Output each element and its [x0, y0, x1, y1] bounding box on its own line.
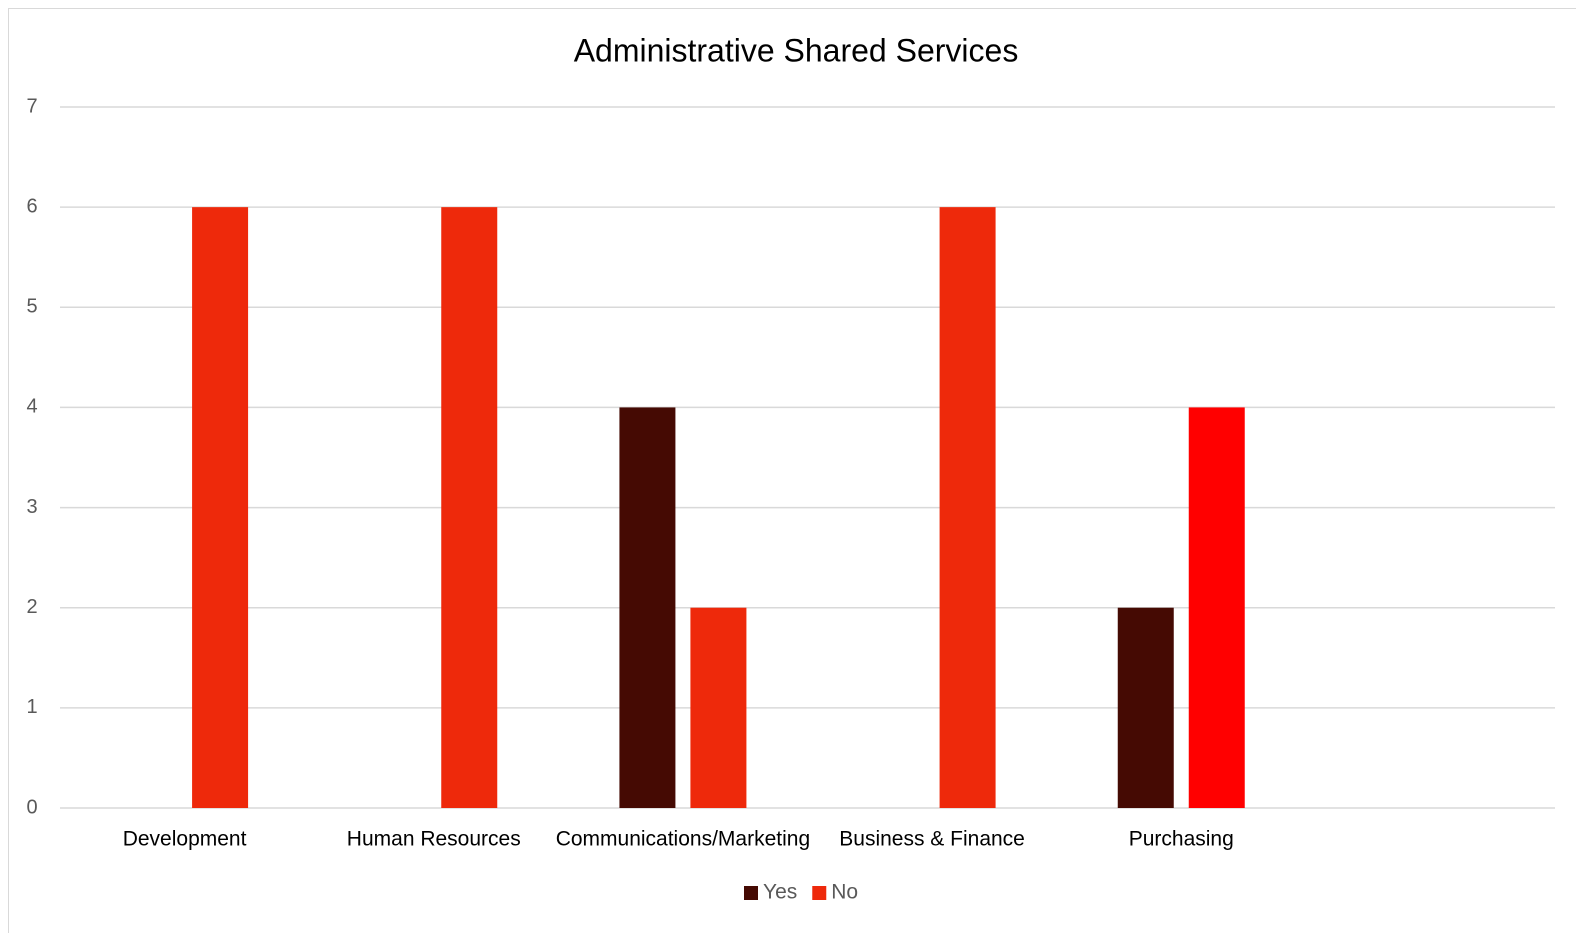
- bar: [939, 207, 996, 809]
- bar: [1117, 607, 1174, 808]
- legend-swatch: [812, 886, 827, 900]
- x-tick-label: Development: [123, 828, 247, 851]
- y-tick-label: 7: [26, 95, 37, 117]
- x-tick-label: Business & Finance: [839, 828, 1025, 851]
- chart-title: Administrative Shared Services: [574, 32, 1019, 68]
- bar: [690, 607, 747, 808]
- y-tick-label: 2: [26, 596, 37, 618]
- y-tick-label: 0: [26, 796, 37, 818]
- bar: [441, 207, 498, 809]
- y-tick-label: 1: [26, 696, 37, 718]
- chart-frame: [8, 8, 1576, 933]
- x-tick-label: Purchasing: [1129, 828, 1234, 851]
- x-tick-label: Human Resources: [347, 828, 521, 851]
- x-tick-label: Communications/Marketing: [556, 828, 810, 851]
- legend-label: Yes: [763, 881, 797, 904]
- bar: [619, 407, 676, 808]
- y-tick-label: 4: [26, 396, 37, 418]
- legend-swatch: [744, 886, 758, 900]
- y-tick-label: 3: [26, 496, 37, 518]
- y-tick-label: 6: [26, 195, 37, 217]
- bar: [1188, 407, 1245, 808]
- legend-label: No: [831, 881, 858, 904]
- y-tick-label: 5: [26, 296, 37, 318]
- bar: [192, 207, 249, 809]
